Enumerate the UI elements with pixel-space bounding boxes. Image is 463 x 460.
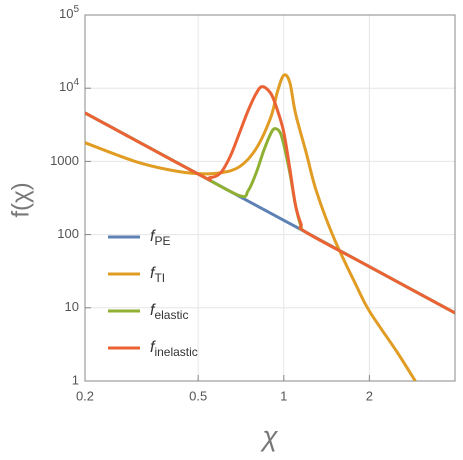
legend-label: fPE	[150, 228, 170, 248]
legend-label: felastic	[150, 302, 188, 322]
x-axis-label: χ	[259, 420, 278, 451]
x-tick-label: 0.2	[76, 388, 94, 403]
x-tick-label: 2	[366, 388, 373, 403]
legend-subscript: TI	[154, 271, 165, 285]
y-tick-label: 100	[57, 226, 79, 241]
y-tick-label: 105	[59, 4, 79, 22]
series-line	[85, 73, 417, 381]
legend-subscript: inelastic	[154, 345, 197, 359]
legend-name: f	[150, 339, 156, 356]
y-tick-label-base: 10	[59, 80, 73, 95]
legend-label: finelastic	[150, 339, 198, 359]
legend-label: fTI	[150, 265, 165, 285]
x-tick-label: 0.5	[189, 388, 207, 403]
y-axis-label: f(χ)	[7, 182, 34, 217]
y-tick-label: 1	[72, 372, 79, 387]
y-tick-label: 104	[59, 77, 79, 95]
legend-subscript: PE	[154, 234, 170, 248]
legend-subscript: elastic	[154, 308, 188, 322]
legend-name: f	[150, 265, 156, 282]
plot-frame	[84, 14, 456, 382]
x-tick-label: 1	[280, 388, 287, 403]
y-tick-label: 1000	[50, 153, 79, 168]
legend-name: f	[150, 302, 156, 319]
y-tick-label: 10	[65, 299, 79, 314]
series-line	[85, 85, 455, 315]
y-tick-label-exponent: 5	[73, 4, 79, 15]
y-tick-label-base: 10	[59, 6, 73, 21]
legend-name: f	[150, 228, 156, 245]
y-tick-label-exponent: 4	[73, 77, 79, 88]
